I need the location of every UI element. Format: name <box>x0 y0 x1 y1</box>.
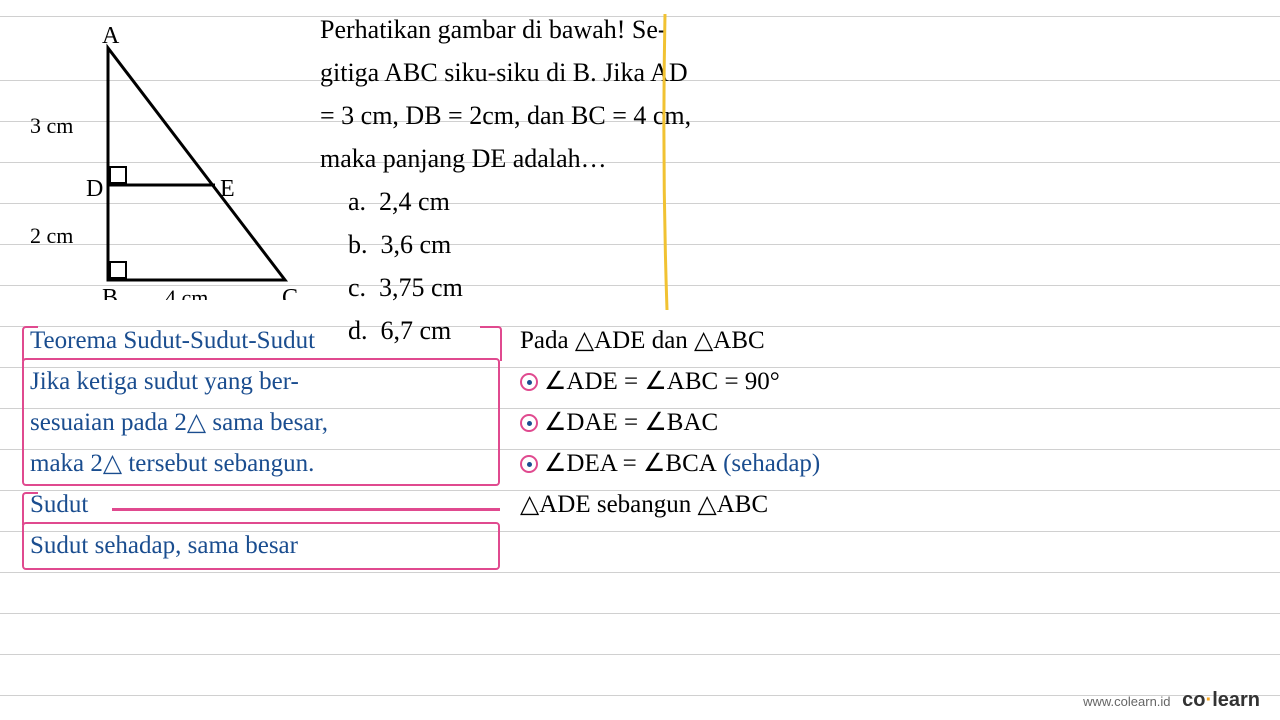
question-line: gitiga ABC siku-siku di B. Jika AD <box>320 53 1260 92</box>
footer-url: www.colearn.id <box>1083 694 1170 709</box>
bullet-icon <box>520 373 538 391</box>
question-line: maka panjang DE adalah… <box>320 139 1260 178</box>
right-conclusion: △ADE sebangun △ABC <box>520 484 1000 525</box>
bullet-icon <box>520 414 538 432</box>
vertex-b: B <box>102 285 118 300</box>
label-ad: 3 cm <box>30 113 73 138</box>
yellow-highlight-line <box>660 12 670 312</box>
option-c: c. 3,75 cm <box>348 268 1260 307</box>
option-a: a. 2,4 cm <box>348 182 1260 221</box>
label-db: 2 cm <box>30 223 73 248</box>
question-line: Perhatikan gambar di bawah! Se- <box>320 10 1260 49</box>
question-line: = 3 cm, DB = 2cm, dan BC = 4 cm, <box>320 96 1260 135</box>
bullet-icon <box>520 455 538 473</box>
handwritten-left: Teorema Sudut-Sudut-Sudut Jika ketiga su… <box>30 320 500 566</box>
top-section: A D E B C 3 cm 2 cm 4 cm Perhatikan gamb… <box>0 0 1280 354</box>
right-header: Pada △ADE dan △ABC <box>520 320 1000 361</box>
theorem-line: Jika ketiga sudut yang ber- <box>30 361 500 402</box>
triangle-diagram: A D E B C 3 cm 2 cm 4 cm <box>20 10 310 300</box>
right-bullet: ∠ADE = ∠ABC = 90° <box>520 361 1000 402</box>
vertex-c: C <box>282 285 298 300</box>
vertex-a: A <box>102 23 120 49</box>
vertex-d: D <box>86 176 103 202</box>
option-b: b. 3,6 cm <box>348 225 1260 264</box>
right-bullet: ∠DEA = ∠BCA (sehadap) <box>520 443 1000 484</box>
question-block: Perhatikan gambar di bawah! Se- gitiga A… <box>310 10 1260 354</box>
theorem-line: sesuaian pada 2△ sama besar, <box>30 402 500 443</box>
handwritten-right: Pada △ADE dan △ABC ∠ADE = ∠ABC = 90° ∠DA… <box>520 320 1000 525</box>
right-bullet: ∠DAE = ∠BAC <box>520 402 1000 443</box>
label-bc: 4 cm <box>165 285 208 300</box>
footer-brand: co·learn <box>1182 689 1260 711</box>
vertex-e: E <box>220 176 235 202</box>
theorem-title: Teorema Sudut-Sudut-Sudut <box>30 320 500 361</box>
theorem-line: maka 2△ tersebut sebangun. <box>30 443 500 484</box>
theorem-subtitle: Sudut <box>30 484 500 525</box>
theorem-subline: Sudut sehadap, sama besar <box>30 525 500 566</box>
footer-branding: www.colearn.id co·learn <box>1083 689 1260 712</box>
